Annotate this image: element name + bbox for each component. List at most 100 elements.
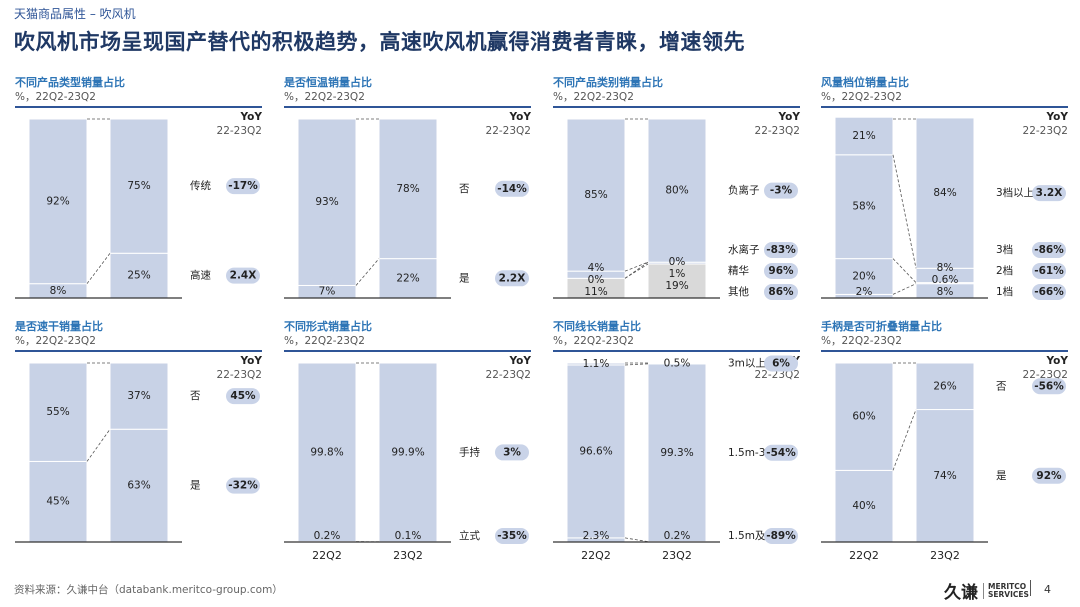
bar-segment — [28, 362, 88, 462]
chart-title: 是否速干销量占比 — [15, 320, 103, 333]
connector-line — [892, 258, 917, 283]
yoy-value: -54% — [766, 447, 796, 459]
chart-rule — [553, 106, 800, 108]
series-label: 是 — [190, 480, 201, 492]
category-label: 23Q2 — [393, 549, 423, 562]
chart-subtitle: %，22Q2-23Q2 — [821, 335, 902, 347]
chart-plot: 93% 7% 78% 22% 否 -14% 是 2.2X — [284, 118, 529, 299]
yoy-period: 22-23Q2 — [485, 125, 531, 137]
yoy-badge — [226, 477, 260, 494]
bar-segment — [915, 117, 975, 269]
data-label: 22% — [396, 272, 419, 284]
chart-rule — [284, 350, 531, 352]
data-label: 0.1% — [395, 530, 422, 542]
chart-plot: 85%4%0%11%80%0%1%19%负离子 -3%水离子 -83%精华 96%其他… — [553, 118, 798, 300]
yoy-badge — [495, 180, 529, 197]
chart-plot: 99.8% 0.2% 99.9% 0.1% 22Q2 23Q2 手持 3% 立式 -35% — [284, 362, 529, 562]
bar-segment — [834, 116, 894, 156]
yoy-header: YoY — [240, 111, 262, 123]
data-label: 0.2% — [314, 530, 341, 542]
yoy-badge — [1032, 185, 1066, 202]
chart-rule — [821, 350, 1068, 352]
yoy-badge — [764, 355, 798, 372]
bar-segment — [647, 118, 707, 263]
data-label: 84% — [933, 187, 956, 199]
chart-subtitle: %，22Q2-23Q2 — [15, 91, 96, 103]
data-label: 8% — [50, 285, 67, 297]
yoy-value: 2.2X — [499, 272, 526, 284]
chart-plot: 1.1% 96.6% 2.3% 0.5% 99.3% 0.2% 22Q2 23Q2 3m以上 6%… — [553, 355, 798, 562]
chart-title: 风量档位销量占比 — [821, 76, 909, 89]
data-label: 55% — [46, 406, 69, 418]
data-label: 99.3% — [660, 447, 693, 459]
series-label: 立式 — [459, 529, 480, 542]
chart-panel: 风量档位销量占比 %，22Q2-23Q2 YoY 22-23Q2 21% 58% 20% 2%… — [821, 74, 1068, 318]
bar-segment — [109, 252, 169, 299]
data-label: 92% — [46, 195, 69, 207]
chart-subtitle: %，22Q2-23Q2 — [284, 91, 365, 103]
yoy-badge — [495, 270, 529, 287]
yoy-value: -66% — [1034, 286, 1064, 298]
yoy-period: 22-23Q2 — [485, 369, 531, 381]
data-label: 21% — [852, 130, 875, 142]
connector-line — [624, 363, 649, 366]
data-label: 93% — [315, 196, 338, 208]
connector-line — [892, 283, 917, 295]
connector-line — [355, 258, 380, 286]
connector-line — [624, 261, 649, 279]
yoy-value: -35% — [497, 530, 527, 542]
page-separator — [1030, 580, 1031, 596]
yoy-header: YoY — [1046, 355, 1068, 367]
series-label: 是 — [996, 470, 1007, 482]
yoy-period: 22-23Q2 — [754, 369, 800, 381]
chart-subtitle: %，22Q2-23Q2 — [553, 335, 634, 347]
data-label: 0.2% — [664, 530, 691, 542]
data-label: 8% — [937, 262, 954, 274]
yoy-value: -3% — [770, 185, 793, 197]
data-label: 0.6% — [932, 274, 959, 286]
chart-panel: 不同线长销量占比%，22Q2-23Q2YoY22-23Q21.1%96.6%2.… — [553, 318, 800, 562]
yoy-value: 6% — [772, 357, 790, 369]
data-label: 75% — [127, 180, 150, 192]
series-label: 其他 — [728, 285, 749, 298]
yoy-badge — [226, 267, 260, 284]
yoy-badge — [226, 178, 260, 195]
connector-line — [892, 409, 917, 471]
connector-line — [624, 537, 649, 543]
chart-subtitle: %，22Q2-23Q2 — [553, 91, 634, 103]
data-label: 20% — [852, 271, 875, 283]
data-label: 1.1% — [583, 358, 610, 370]
data-label: 74% — [933, 470, 956, 482]
data-label: 8% — [937, 286, 954, 298]
yoy-badge — [495, 444, 529, 461]
chart-panel: 是否速干销量占比 %，22Q2-23Q2 YoY 22-23Q2 55% 45% 37% 63… — [15, 318, 262, 562]
series-label: 否 — [996, 380, 1007, 392]
category-label: 22Q2 — [312, 549, 342, 562]
bar-segment — [109, 118, 169, 254]
series-label: 否 — [459, 183, 470, 195]
chart-plot: 55% 45% 37% 63% 否 45% 是 -32% — [15, 362, 260, 543]
yoy-period: 22-23Q2 — [216, 369, 262, 381]
yoy-value: -83% — [766, 244, 796, 256]
yoy-value: -89% — [766, 530, 796, 542]
data-label: 96.6% — [579, 445, 612, 457]
series-label: 1.5m-3m — [728, 447, 776, 459]
chart-rule — [284, 106, 531, 108]
yoy-period: 22-23Q2 — [1022, 369, 1068, 381]
chart-panel: 手柄是否可折叠销量占比 %，22Q2-23Q2 YoY 22-23Q2 60% 40% 26… — [821, 318, 1068, 562]
chart-plot: 92% 8% 75% 25% 传统 -17% 高速 2.4X — [15, 118, 260, 299]
chart-plot: 60% 40% 26% 74% 22Q2 23Q2 否 -56% 是 92% — [821, 362, 1066, 562]
yoy-badge — [1032, 467, 1066, 484]
yoy-header: YoY — [509, 111, 531, 123]
yoy-badge — [764, 263, 798, 279]
data-label: 25% — [127, 270, 150, 282]
yoy-header: YoY — [1046, 111, 1068, 123]
chart-title: 不同产品类别销量占比 — [553, 76, 663, 89]
chart-title: 手柄是否可折叠销量占比 — [821, 320, 942, 333]
data-label: 0% — [588, 274, 605, 286]
chart-subtitle: %，22Q2-23Q2 — [15, 335, 96, 347]
chart-title: 不同产品类型销量占比 — [15, 76, 125, 89]
yoy-value: 3% — [503, 446, 521, 458]
chart-title: 不同形式销量占比 — [284, 320, 372, 333]
data-label: 0.5% — [664, 357, 691, 369]
